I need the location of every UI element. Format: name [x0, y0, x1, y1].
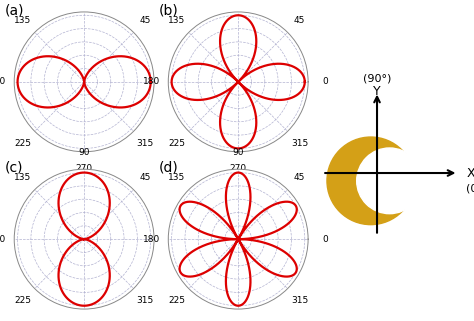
Text: (d): (d): [159, 160, 179, 175]
Circle shape: [357, 148, 422, 214]
Text: (90°): (90°): [363, 74, 391, 84]
Text: (c): (c): [5, 160, 23, 175]
Text: (b): (b): [159, 3, 179, 17]
Circle shape: [327, 137, 415, 225]
Text: Y: Y: [373, 85, 381, 98]
Text: (a): (a): [5, 3, 24, 17]
Text: X: X: [466, 167, 474, 179]
Text: (0°): (0°): [466, 184, 474, 194]
